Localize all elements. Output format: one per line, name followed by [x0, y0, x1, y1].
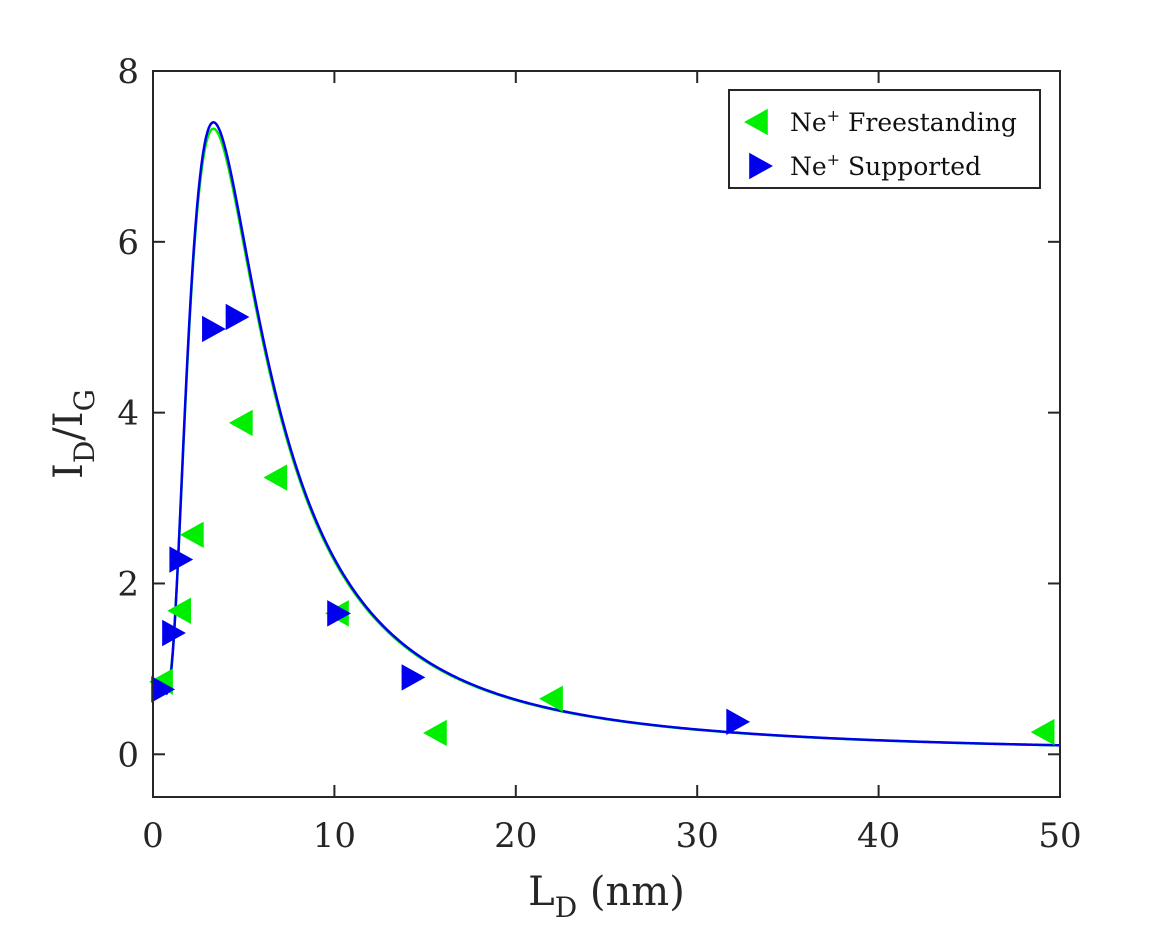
plot-frame	[152, 70, 1061, 798]
y-tick-label-2: 4	[117, 394, 139, 434]
point-s1-7	[726, 708, 751, 736]
legend-label-freestanding-sup: +	[827, 106, 840, 125]
point-s0-6	[423, 719, 447, 747]
point-s0-7	[539, 685, 563, 712]
x-tick-label-5: 50	[1038, 816, 1081, 856]
x-tick-label-3: 30	[676, 816, 719, 856]
y-tick-labels: 0 2 4 6 8	[117, 52, 139, 775]
point-s0-3	[228, 409, 253, 437]
y-tick-label-0: 0	[117, 735, 139, 775]
legend-label-freestanding-base: Ne	[790, 108, 827, 137]
point-s1-1	[162, 619, 186, 647]
point-s1-3	[202, 315, 226, 343]
y-axis-label-sub2: G	[68, 389, 101, 411]
point-s0-4	[263, 464, 288, 491]
x-tick-label-1: 10	[313, 816, 356, 856]
point-s1-6	[401, 664, 426, 691]
legend-marker-freestanding	[744, 108, 768, 136]
point-s0-8	[1030, 718, 1055, 746]
legend-box	[728, 89, 1041, 189]
x-tick-labels: 0 10 20 30 40 50	[142, 816, 1081, 856]
legend-label-supported-sup: +	[827, 150, 840, 169]
point-s0-1	[167, 597, 192, 625]
x-tick-label-0: 0	[142, 816, 164, 856]
y-axis-label-sub1: D	[68, 441, 101, 463]
legend-label-supported-base: Ne	[790, 152, 827, 181]
legend-label-freestanding: Ne+ Freestanding	[790, 106, 1017, 137]
y-tick-label-4: 8	[117, 52, 139, 92]
legend-label-supported-rest: Supported	[840, 152, 981, 181]
fit-curve-0	[152, 127, 1061, 747]
fit-curves	[152, 120, 1061, 747]
x-axis-label-main: L	[528, 869, 555, 915]
x-axis-label-suffix: (nm)	[577, 869, 685, 915]
x-tick-label-2: 20	[494, 816, 537, 856]
x-tick-label-4: 40	[857, 816, 900, 856]
point-s1-5	[327, 600, 351, 627]
x-axis-label: LD (nm)	[528, 869, 685, 924]
point-s1-0	[151, 676, 176, 703]
legend-label-supported: Ne+ Supported	[790, 150, 981, 181]
x-axis-label-sub: D	[555, 891, 577, 924]
y-axis-label-main1: I	[46, 463, 92, 479]
y-axis-label: ID/IG	[46, 389, 101, 479]
legend-marker-supported	[749, 152, 773, 180]
legend: Ne+ Freestanding Ne+ Supported	[728, 89, 1041, 189]
legend-label-freestanding-rest: Freestanding	[840, 108, 1017, 137]
y-tick-label-3: 6	[117, 223, 139, 263]
fit-curve-1	[153, 120, 1061, 747]
y-tick-label-1: 2	[117, 564, 139, 604]
point-s1-4	[225, 303, 250, 331]
y-axis-label-slash: /	[46, 427, 92, 441]
data-points	[149, 303, 1055, 747]
point-s0-2	[179, 521, 204, 548]
point-s1-2	[169, 546, 194, 573]
y-axis-label-main2: I	[46, 411, 92, 427]
